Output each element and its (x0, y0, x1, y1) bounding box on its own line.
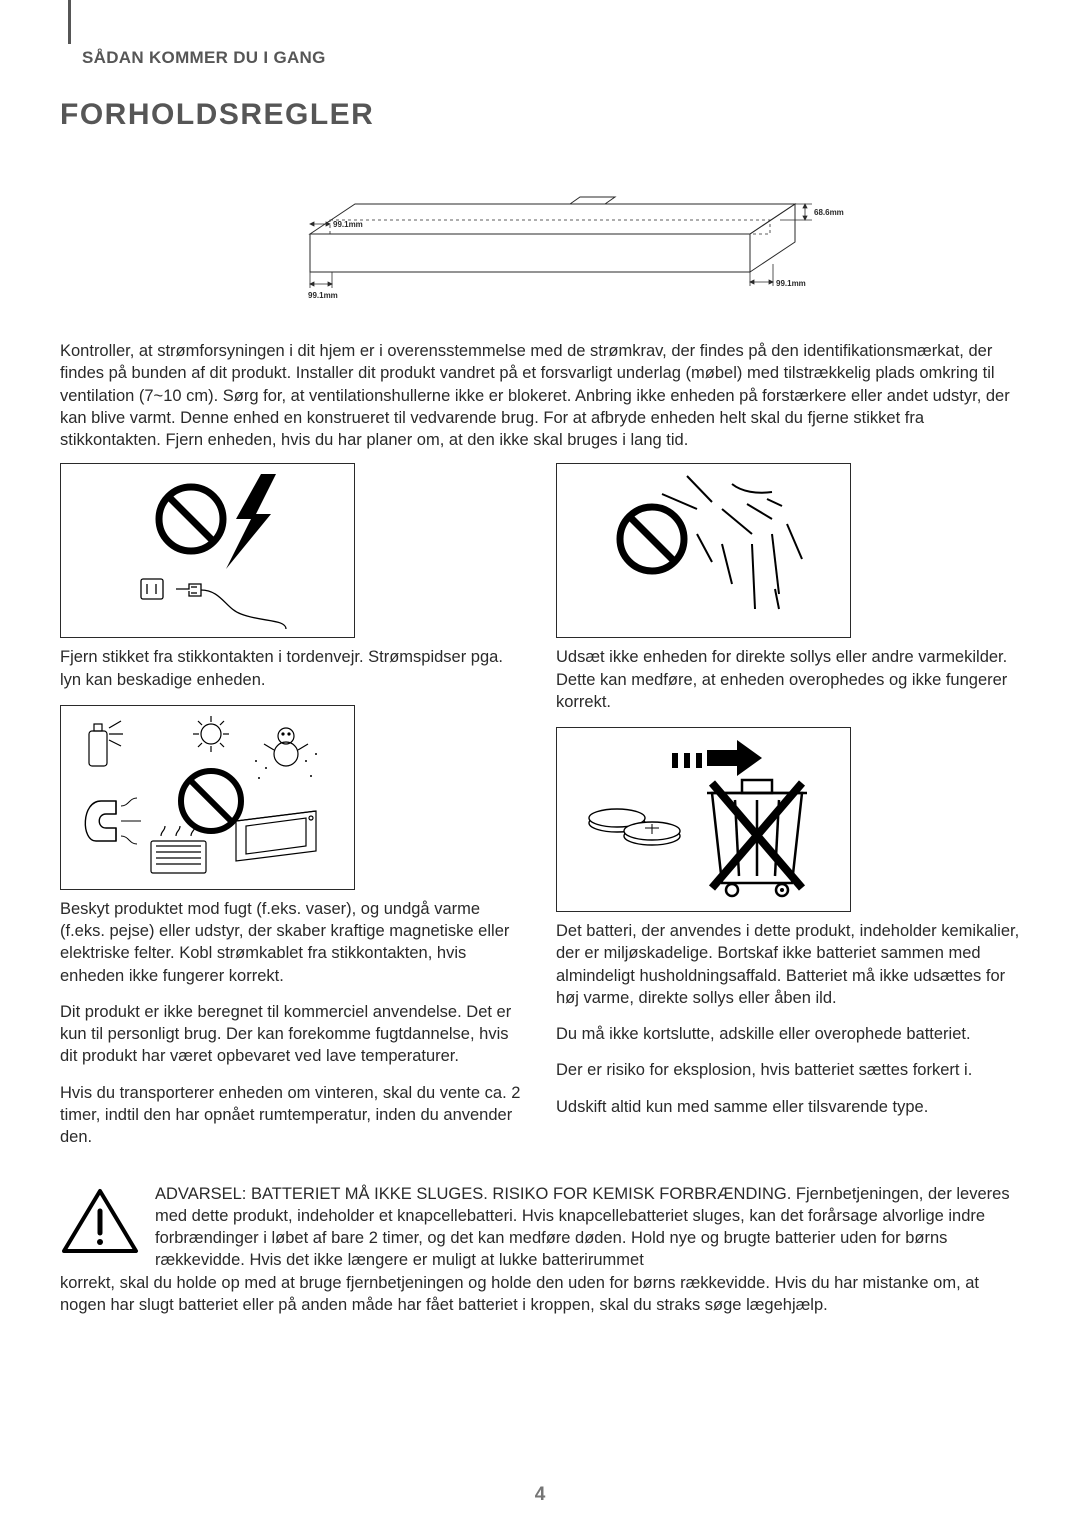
sun-caption: Udsæt ikke enheden for direkte sollys el… (556, 646, 1020, 713)
sun-illustration (556, 463, 851, 638)
battery-illustration (556, 727, 851, 912)
intro-paragraph: Kontroller, at strømforsyningen i dit hj… (60, 340, 1020, 451)
moisture-caption-3: Hvis du transporterer enheden om vintere… (60, 1082, 524, 1149)
left-column: Fjern stikket fra stikkontakten i torden… (60, 463, 524, 1162)
battery-caption-4: Udskift altid kun med samme eller tilsva… (556, 1096, 1020, 1118)
lightning-illustration (60, 463, 355, 638)
section-label: SÅDAN KOMMER DU I GANG (82, 48, 1020, 68)
page-title: FORHOLDSREGLER (60, 98, 1020, 132)
battery-caption-3: Der er risiko for eksplosion, hvis batte… (556, 1059, 1020, 1081)
header-rule (68, 0, 71, 44)
warning-text-1: ADVARSEL: BATTERIET MÅ IKKE SLUGES. RISI… (155, 1183, 1020, 1272)
dim-label: 99.1mm (333, 220, 363, 229)
page-number: 4 (0, 1484, 1080, 1506)
right-column: Udsæt ikke enheden for direkte sollys el… (556, 463, 1020, 1162)
dim-label: 99.1mm (308, 291, 338, 300)
moisture-caption-1: Beskyt produktet mod fugt (f.eks. vaser)… (60, 898, 524, 987)
warning-block: ADVARSEL: BATTERIET MÅ IKKE SLUGES. RISI… (60, 1183, 1020, 1272)
warning-text-2: korrekt, skal du holde op med at bruge f… (60, 1272, 1020, 1317)
moisture-illustration (60, 705, 355, 890)
dim-label: 68.6mm (814, 208, 844, 217)
dim-label: 99.1mm (776, 279, 806, 288)
battery-caption-2: Du må ikke kortslutte, adskille eller ov… (556, 1023, 1020, 1045)
moisture-caption-2: Dit produkt er ikke beregnet til kommerc… (60, 1001, 524, 1068)
battery-caption-1: Det batteri, der anvendes i dette produk… (556, 920, 1020, 1009)
ventilation-diagram: 99.1mm 68.6mm 99.1mm 99.1mm (220, 164, 860, 314)
lightning-caption: Fjern stikket fra stikkontakten i torden… (60, 646, 524, 691)
warning-icon (60, 1183, 155, 1272)
